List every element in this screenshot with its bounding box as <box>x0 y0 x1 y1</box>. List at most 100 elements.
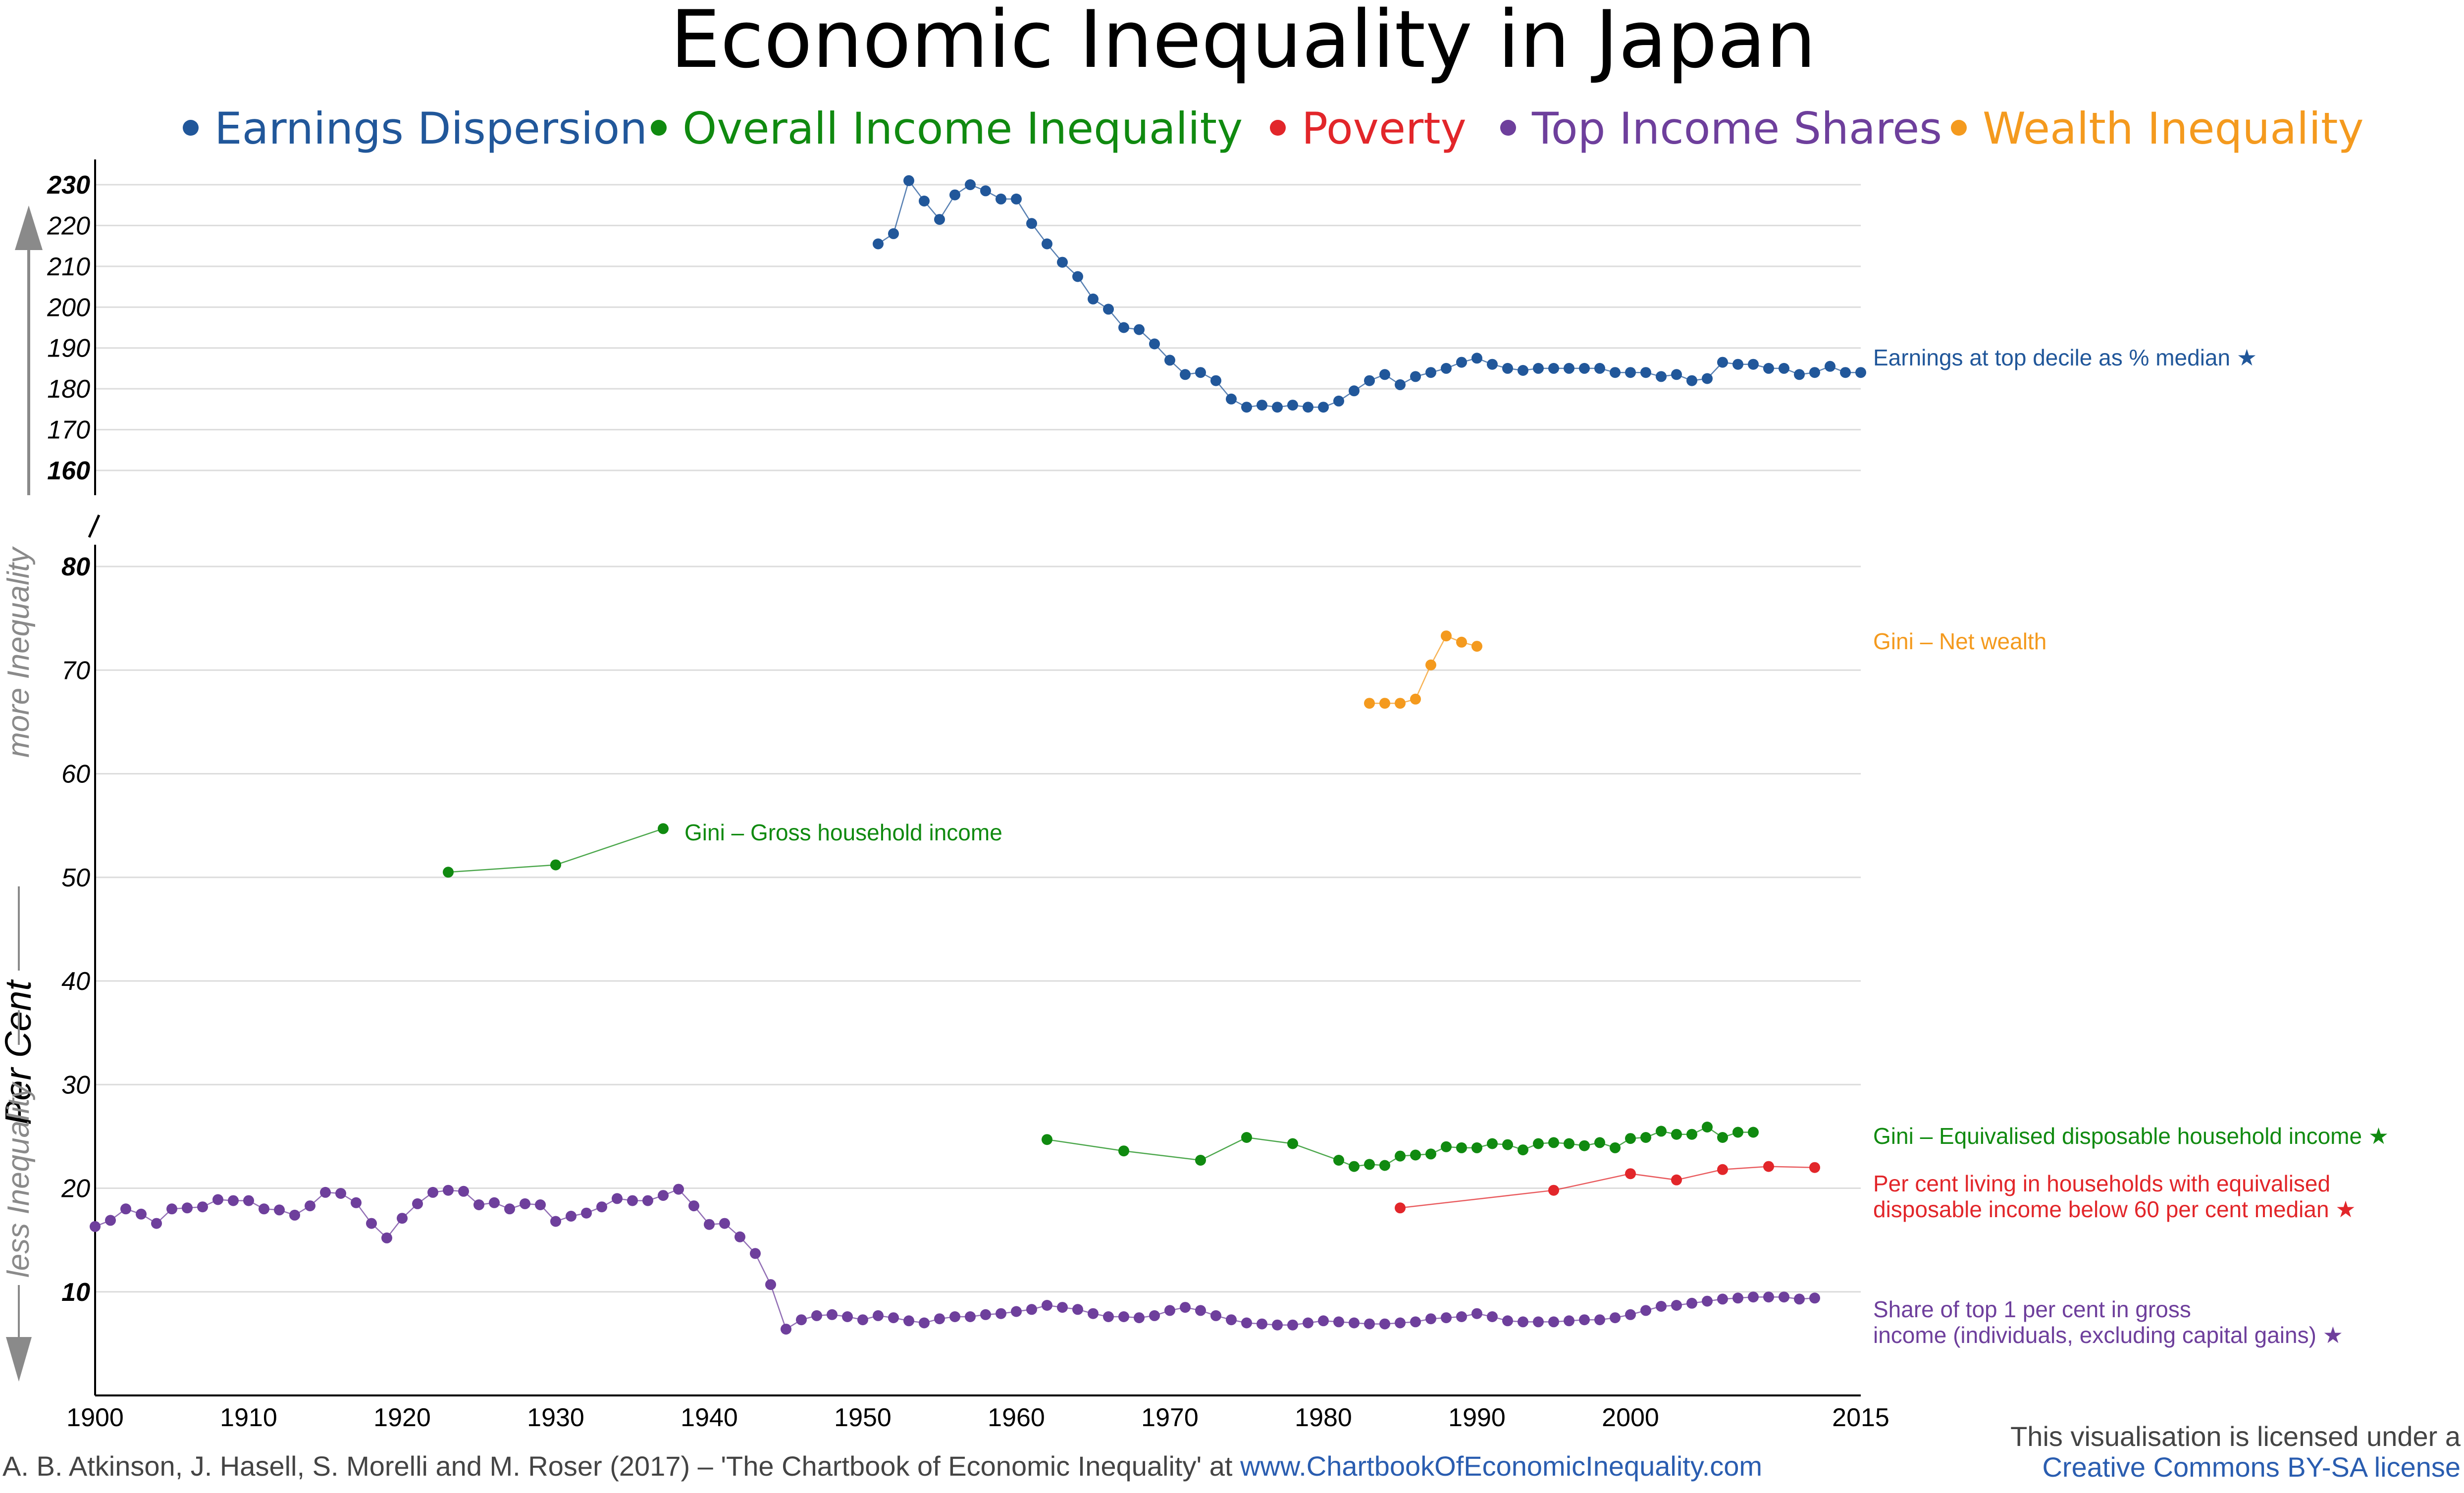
data-point <box>1610 1312 1621 1324</box>
data-point <box>535 1199 546 1210</box>
y-tick-label: 30 <box>61 1071 90 1099</box>
data-point <box>1794 369 1805 380</box>
data-point <box>1656 1301 1667 1312</box>
data-point <box>765 1279 776 1290</box>
data-point <box>1471 1142 1482 1153</box>
data-point <box>1410 693 1421 705</box>
legend-label: Earnings Dispersion <box>214 103 647 154</box>
y-tick-label: 80 <box>61 553 90 581</box>
data-point <box>873 1310 884 1321</box>
series-label: Gini – Gross household income <box>684 820 1002 845</box>
data-point <box>1748 1127 1759 1138</box>
data-point <box>1732 1127 1743 1138</box>
data-point <box>1533 1316 1544 1328</box>
data-point <box>1195 1305 1206 1316</box>
data-point <box>1548 1137 1559 1148</box>
data-point <box>1364 698 1375 709</box>
data-point <box>259 1203 269 1215</box>
x-tick-label: 1930 <box>527 1403 584 1432</box>
data-point <box>1487 359 1498 370</box>
data-point <box>1441 1141 1452 1152</box>
footer: A. B. Atkinson, J. Hasell, S. Morelli an… <box>2 1421 2461 1483</box>
data-point <box>1518 1144 1528 1156</box>
data-point <box>1441 1312 1452 1324</box>
data-point <box>827 1309 838 1320</box>
series-lower-0: Gini – Net wealth <box>1364 628 2046 709</box>
data-point <box>888 228 899 239</box>
data-point <box>1564 1315 1574 1327</box>
data-point <box>1379 1318 1390 1330</box>
data-point <box>1456 1142 1467 1153</box>
data-point <box>182 1202 193 1214</box>
data-point <box>274 1204 285 1216</box>
axis-break-mark <box>88 514 101 538</box>
data-point <box>1149 1310 1160 1321</box>
data-point <box>949 1311 960 1322</box>
legend-label: Overall Income Inequality <box>682 103 1243 154</box>
data-point <box>1594 362 1605 374</box>
data-point <box>197 1201 208 1213</box>
data-point <box>1610 1142 1621 1153</box>
lower-panel: 10 20 30 40 50 60 70 80 1900 1910 1920 1930 1940 1950… <box>61 545 2389 1432</box>
data-point <box>1333 1155 1344 1166</box>
data-point <box>1118 322 1129 333</box>
data-point <box>658 1190 669 1201</box>
data-point <box>1088 293 1099 305</box>
data-point <box>1518 1316 1528 1328</box>
data-point <box>1195 1155 1206 1166</box>
side-label: more Inequality Per Cent less Inequality <box>0 206 43 1382</box>
data-point <box>1717 1293 1728 1305</box>
data-point <box>228 1195 239 1206</box>
data-point <box>965 179 976 190</box>
data-point <box>1287 1138 1298 1149</box>
data-point <box>1686 375 1697 386</box>
data-point <box>1134 1312 1145 1324</box>
data-point <box>1763 1161 1774 1172</box>
data-point <box>1548 1184 1559 1196</box>
data-point <box>1210 375 1221 386</box>
data-point <box>1471 353 1482 364</box>
data-point <box>1748 1291 1759 1303</box>
chartbook-link[interactable]: www.ChartbookOfEconomicInequality.com <box>1240 1450 1762 1482</box>
data-point <box>1011 193 1022 205</box>
data-point <box>427 1186 438 1198</box>
legend-marker <box>1270 120 1286 136</box>
data-point <box>1518 365 1528 376</box>
data-point <box>1410 1316 1421 1328</box>
y-tick-label: 190 <box>47 334 90 363</box>
data-point <box>1441 630 1452 642</box>
data-point <box>489 1197 500 1208</box>
x-tick-label: 1950 <box>834 1403 891 1432</box>
data-point <box>1088 1308 1099 1319</box>
data-point <box>658 823 669 834</box>
legend-label: Top Income Shares <box>1531 103 1942 154</box>
series-lower-2: Gini – Equivalised disposable household … <box>1042 1122 2389 1172</box>
data-point <box>1226 1314 1237 1326</box>
data-point <box>980 1309 991 1320</box>
data-point <box>919 1317 930 1329</box>
data-point <box>1809 1162 1820 1173</box>
legend-marker <box>651 120 667 136</box>
data-point <box>704 1219 715 1230</box>
data-point <box>1702 373 1713 384</box>
data-point <box>1395 1202 1406 1214</box>
data-point <box>243 1195 254 1206</box>
data-point <box>1825 360 1835 372</box>
x-tick-label: 1980 <box>1295 1403 1352 1432</box>
series-lower-3: Per cent living in households with equiv… <box>1395 1161 2356 1222</box>
data-point <box>1272 402 1283 413</box>
data-point <box>1441 362 1452 374</box>
data-point <box>1732 1292 1743 1304</box>
data-point <box>1395 1150 1406 1162</box>
series-label: disposable income below 60 per cent medi… <box>1873 1196 2356 1222</box>
series-lower-1: Gini – Gross household income <box>443 820 1002 878</box>
data-point <box>1502 362 1513 374</box>
data-point <box>1809 367 1820 378</box>
data-point <box>673 1184 684 1195</box>
data-point <box>1257 1318 1267 1330</box>
legend-label: Wealth Inequality <box>1983 103 2364 154</box>
data-point <box>1456 357 1467 368</box>
license-link[interactable]: Creative Commons BY-SA license <box>2042 1451 2461 1483</box>
data-point <box>1594 1137 1605 1148</box>
